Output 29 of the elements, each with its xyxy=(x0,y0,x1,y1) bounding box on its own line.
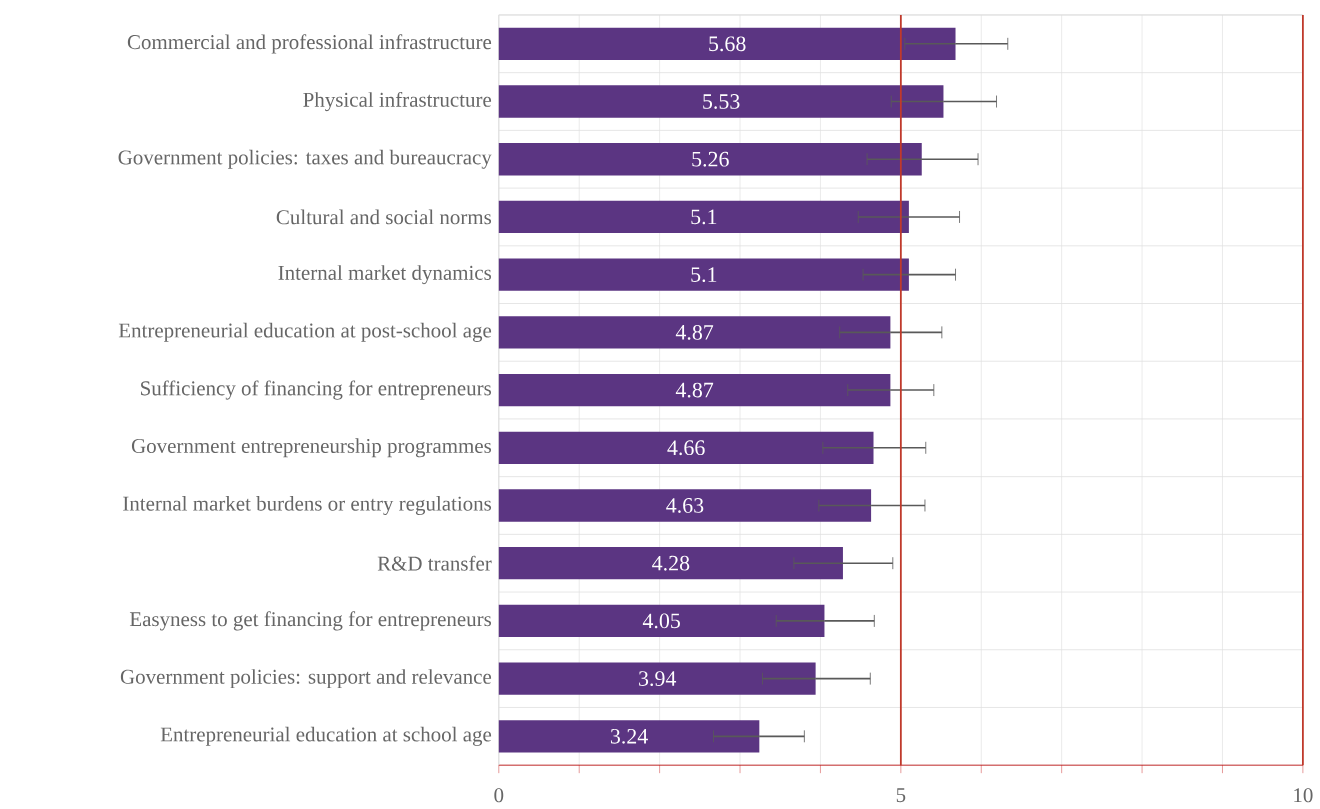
y-tick-label: Government entrepreneurship programmes xyxy=(131,438,492,458)
data-label: 4.66 xyxy=(667,440,705,456)
y-tick-label: Internal market burdens or entry regulations xyxy=(123,496,492,516)
y-tick-label: Government policies: taxes and bureaucracy xyxy=(118,149,492,169)
y-tick-label: Easyness to get financing for entrepreneurs xyxy=(129,611,492,631)
data-label: 3.24 xyxy=(610,728,648,744)
data-label: 4.28 xyxy=(652,555,690,571)
x-tick-label: 0 xyxy=(494,788,504,803)
data-label: 4.87 xyxy=(675,324,714,340)
data-label: 5.68 xyxy=(709,36,746,52)
y-tick-label: Physical infrastructure xyxy=(303,91,492,112)
data-label: 5.53 xyxy=(703,94,740,109)
data-label: 5.1 xyxy=(691,209,717,225)
data-label: 4.87 xyxy=(675,382,714,398)
y-tick-label: Government policies: support and relevance xyxy=(120,669,492,689)
x-tick-label: 5 xyxy=(896,788,906,803)
y-tick-label: Internal market dynamics xyxy=(278,265,492,285)
y-tick-label: Cultural and social norms xyxy=(276,209,492,225)
data-label: 4.05 xyxy=(642,613,680,629)
y-tick-label: Entrepreneurial education at post-school age xyxy=(118,322,492,342)
y-tick-label: Sufficiency of financing for entrepreneurs xyxy=(141,380,492,400)
x-tick-label: 10 xyxy=(1294,788,1313,803)
data-label: 3.94 xyxy=(639,671,677,687)
y-tick-label: Commercial and professional infrastructure xyxy=(127,34,492,54)
data-label: 5.1 xyxy=(691,267,717,283)
data-label: 4.63 xyxy=(666,498,704,513)
data-label: 5.26 xyxy=(692,151,729,167)
y-tick-label: Entrepreneurial education at school age xyxy=(160,726,492,746)
y-tick-label: R&D transfer xyxy=(377,555,492,571)
